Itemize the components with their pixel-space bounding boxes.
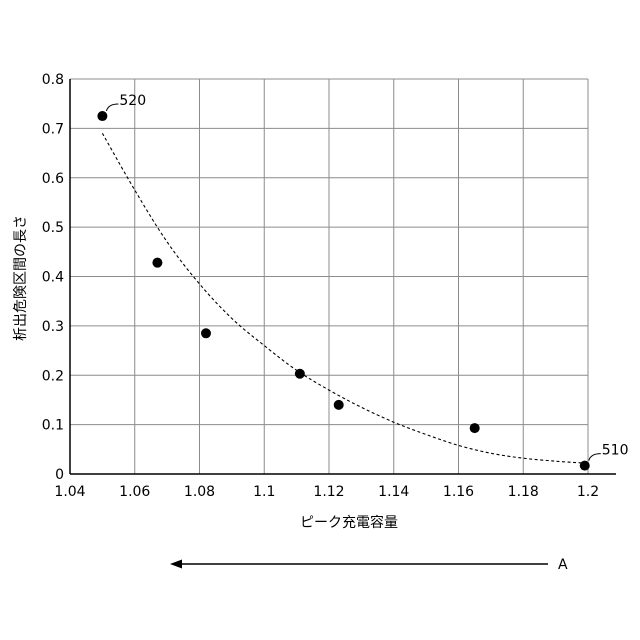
y-tick-label: 0.7 xyxy=(42,121,64,137)
x-tick-labels: 1.04 1.06 1.08 1.1 1.12 1.14 1.16 1.18 1.2 xyxy=(54,484,599,500)
annotation-label: 520 xyxy=(119,93,146,109)
arrow-head xyxy=(170,560,182,569)
annotation-label: 510 xyxy=(602,443,629,459)
x-tick-label: 1.18 xyxy=(508,484,539,500)
x-tick-label: 1.2 xyxy=(577,484,599,500)
y-tick-label: 0.6 xyxy=(42,171,64,187)
x-axis-title: ピーク充電容量 xyxy=(300,514,398,531)
fit-curve xyxy=(102,133,584,463)
y-tick-label: 0.3 xyxy=(42,319,64,335)
y-tick-labels: 0 0.1 0.2 0.3 0.4 0.5 0.6 0.7 0.8 xyxy=(42,72,64,483)
y-tick-label: 0.2 xyxy=(42,368,64,384)
data-point xyxy=(201,328,211,338)
data-point xyxy=(152,258,162,268)
data-points xyxy=(97,111,589,471)
data-point xyxy=(295,369,305,379)
fit-curve-line xyxy=(102,133,584,463)
x-tick-label: 1.14 xyxy=(378,484,409,500)
data-point xyxy=(470,423,480,433)
x-tick-label: 1.1 xyxy=(253,484,275,500)
x-tick-label: 1.16 xyxy=(443,484,474,500)
arrow-label: A xyxy=(558,557,568,573)
annotation-leader xyxy=(589,454,601,461)
x-tick-label: 1.12 xyxy=(313,484,344,500)
annotation-leader xyxy=(106,104,118,111)
y-tick-label: 0.4 xyxy=(42,270,64,286)
y-tick-label: 0.5 xyxy=(42,220,64,236)
y-tick-label: 0.1 xyxy=(42,418,64,434)
x-tick-label: 1.06 xyxy=(119,484,150,500)
x-tick-label: 1.08 xyxy=(184,484,215,500)
y-axis-title: 析出危険区間の長さ xyxy=(13,215,29,341)
direction-arrow: A xyxy=(170,557,568,573)
data-point xyxy=(334,400,344,410)
data-point xyxy=(580,461,590,471)
grid-lines xyxy=(70,79,588,474)
y-tick-label: 0 xyxy=(55,467,64,483)
x-tick-label: 1.04 xyxy=(54,484,85,500)
data-point xyxy=(97,111,107,121)
y-tick-label: 0.8 xyxy=(42,72,64,88)
